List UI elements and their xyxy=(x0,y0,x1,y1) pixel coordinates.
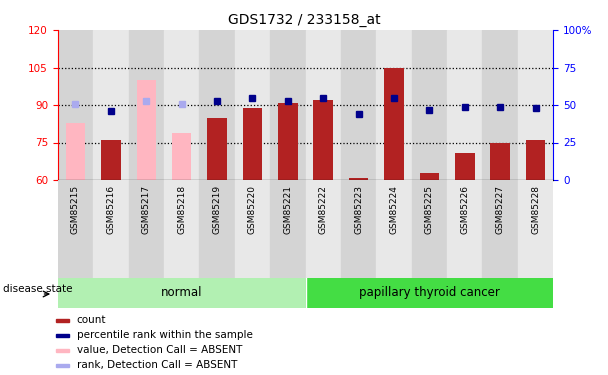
Bar xyxy=(483,30,518,180)
Bar xyxy=(56,349,69,352)
Bar xyxy=(235,30,270,180)
Text: count: count xyxy=(77,315,106,325)
Bar xyxy=(447,30,483,180)
Bar xyxy=(305,180,341,278)
Bar xyxy=(518,30,553,180)
Text: GSM85217: GSM85217 xyxy=(142,185,151,234)
Bar xyxy=(56,319,69,322)
Text: GSM85226: GSM85226 xyxy=(460,185,469,234)
Text: normal: normal xyxy=(161,286,202,299)
Bar xyxy=(137,80,156,180)
Bar xyxy=(526,140,545,180)
Bar xyxy=(483,180,518,278)
Bar xyxy=(376,30,412,180)
Text: GSM85220: GSM85220 xyxy=(248,185,257,234)
Text: papillary thyroid cancer: papillary thyroid cancer xyxy=(359,286,500,299)
Bar xyxy=(58,30,93,180)
Bar xyxy=(412,180,447,278)
Bar xyxy=(270,180,305,278)
Bar xyxy=(58,278,305,308)
Text: GSM85221: GSM85221 xyxy=(283,185,292,234)
Text: GSM85215: GSM85215 xyxy=(71,185,80,234)
Text: GSM85219: GSM85219 xyxy=(213,185,221,234)
Bar xyxy=(420,172,439,180)
Bar xyxy=(56,334,69,337)
Bar xyxy=(455,153,474,180)
Text: GSM85218: GSM85218 xyxy=(177,185,186,234)
Bar xyxy=(314,100,333,180)
Bar xyxy=(164,180,199,278)
Bar xyxy=(164,30,199,180)
Bar xyxy=(376,180,412,278)
Bar xyxy=(101,140,120,180)
Bar xyxy=(278,102,297,180)
Bar xyxy=(305,278,553,308)
Bar xyxy=(199,30,235,180)
Bar xyxy=(305,30,341,180)
Bar xyxy=(518,180,553,278)
Bar xyxy=(384,68,404,180)
Text: GSM85223: GSM85223 xyxy=(354,185,363,234)
Bar xyxy=(199,180,235,278)
Bar xyxy=(270,30,305,180)
Text: value, Detection Call = ABSENT: value, Detection Call = ABSENT xyxy=(77,345,242,355)
Bar xyxy=(447,180,483,278)
Bar xyxy=(93,180,128,278)
Text: GDS1732 / 233158_at: GDS1732 / 233158_at xyxy=(227,13,381,27)
Text: GSM85224: GSM85224 xyxy=(390,185,398,234)
Bar xyxy=(207,117,227,180)
Text: GSM85227: GSM85227 xyxy=(496,185,505,234)
Text: percentile rank within the sample: percentile rank within the sample xyxy=(77,330,253,340)
Bar xyxy=(243,108,262,180)
Bar xyxy=(93,30,128,180)
Bar xyxy=(341,30,376,180)
Bar xyxy=(58,180,93,278)
Bar xyxy=(349,177,368,180)
Text: GSM85225: GSM85225 xyxy=(425,185,434,234)
Bar xyxy=(66,123,85,180)
Bar xyxy=(491,142,510,180)
Bar xyxy=(341,180,376,278)
Bar xyxy=(172,132,192,180)
Bar xyxy=(412,30,447,180)
Bar xyxy=(235,180,270,278)
Bar xyxy=(56,364,69,367)
Text: GSM85228: GSM85228 xyxy=(531,185,540,234)
Bar xyxy=(128,30,164,180)
Text: rank, Detection Call = ABSENT: rank, Detection Call = ABSENT xyxy=(77,360,237,370)
Bar xyxy=(128,180,164,278)
Text: GSM85222: GSM85222 xyxy=(319,185,328,234)
Text: GSM85216: GSM85216 xyxy=(106,185,116,234)
Text: disease state: disease state xyxy=(3,285,72,294)
